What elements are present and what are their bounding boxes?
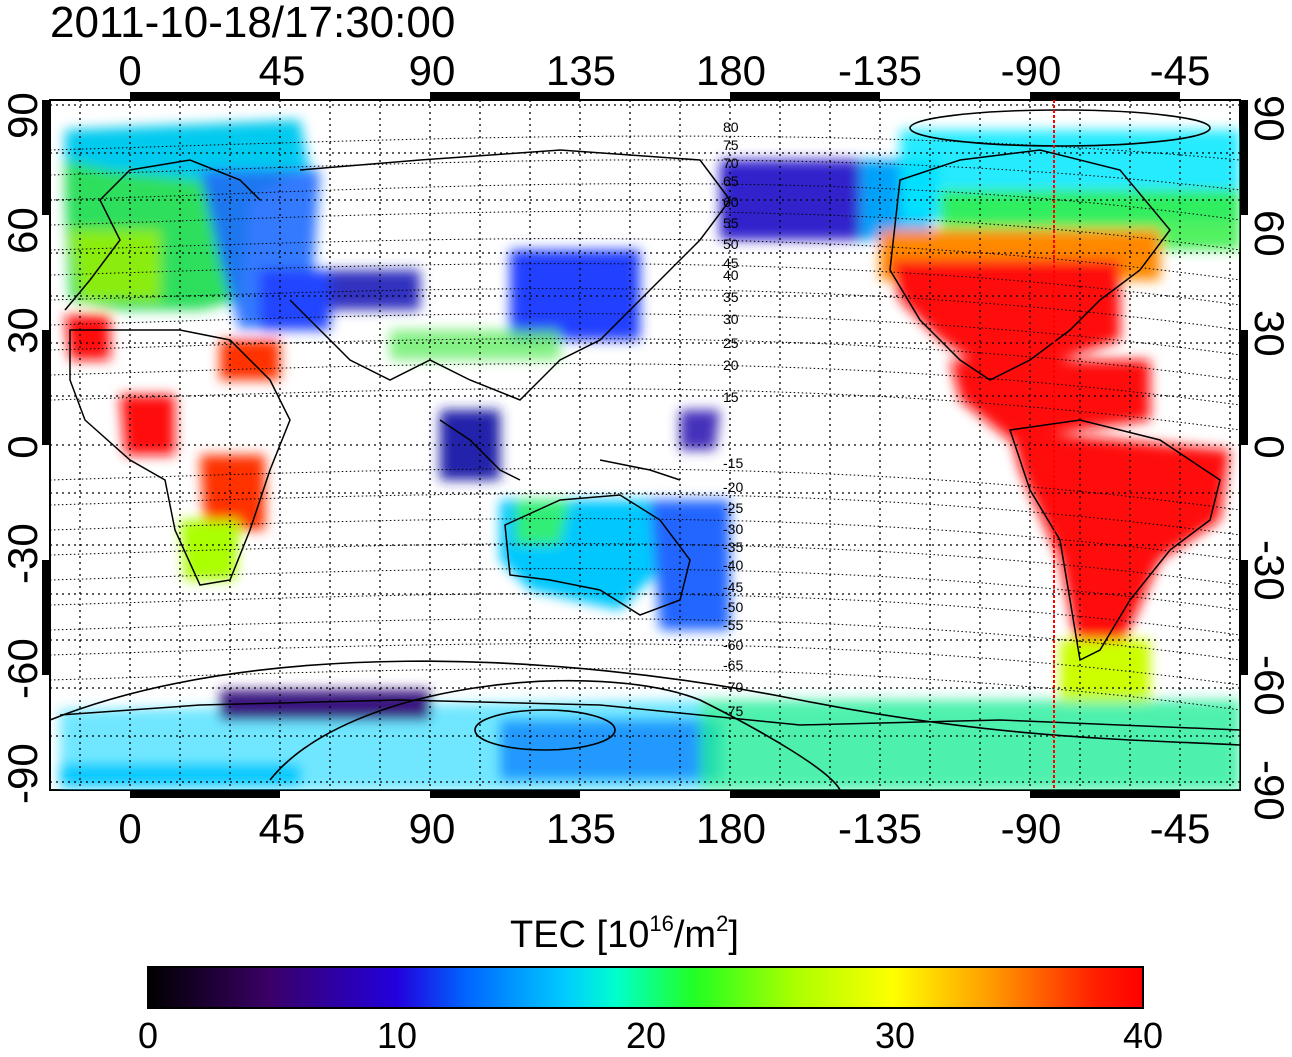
mlat-label: -70 bbox=[723, 679, 743, 695]
mlat-label: -45 bbox=[723, 579, 743, 595]
top-lon-tick: 135 bbox=[545, 47, 617, 94]
frame-tick-bars bbox=[42, 92, 1248, 798]
magnetic-latitude-contours bbox=[50, 135, 1240, 711]
bottom-lon-tick: 135 bbox=[545, 805, 617, 852]
bottom-lon-tick: 90 bbox=[408, 805, 456, 852]
mlat-label: -55 bbox=[723, 617, 743, 633]
top-lon-tick: -45 bbox=[1149, 47, 1211, 94]
map-title: 2011-10-18/17:30:00 bbox=[50, 0, 456, 47]
mlat-label: -35 bbox=[723, 539, 743, 555]
top-lon-tick: -135 bbox=[837, 47, 923, 94]
coastlines bbox=[59, 149, 1240, 731]
bottom-lon-tick: 0 bbox=[118, 805, 142, 852]
mlat-label: 75 bbox=[723, 137, 739, 153]
mlat-label: 70 bbox=[723, 155, 739, 171]
mlat-label: 50 bbox=[723, 236, 739, 252]
colorbar-tick: 0 bbox=[137, 1015, 159, 1056]
mlat-label: -30 bbox=[723, 521, 743, 537]
colorbar-label: TEC [10 bbox=[510, 914, 650, 956]
bottom-lon-tick: 180 bbox=[695, 805, 767, 852]
mlat-label: 80 bbox=[723, 119, 739, 135]
mlat-label: 55 bbox=[723, 215, 739, 231]
lat-lon-grid bbox=[50, 100, 1240, 790]
colorbar-title: TEC [1016/m2] bbox=[510, 902, 739, 957]
mlat-label: -60 bbox=[723, 637, 743, 653]
mlat-label: -65 bbox=[723, 657, 743, 673]
mlat-label: 25 bbox=[723, 335, 739, 351]
mlat-label: -15 bbox=[723, 455, 743, 471]
top-lon-tick: 180 bbox=[695, 47, 767, 94]
mlat-label: 45 bbox=[723, 255, 739, 271]
colorbar-label-exp: 16 bbox=[649, 911, 674, 936]
top-lon-tick: 45 bbox=[258, 47, 306, 94]
magnetic-latitude-labels: 80 75 70 65 60 55 50 45 40 35 30 25 20 1… bbox=[723, 119, 743, 719]
mlat-label: -75 bbox=[723, 703, 743, 719]
mlat-label: 60 bbox=[723, 194, 739, 210]
mlat-label: -25 bbox=[723, 500, 743, 516]
mlat-label: 15 bbox=[723, 389, 739, 405]
colorbar-label-unit: /m bbox=[673, 914, 717, 956]
mlat-label: 30 bbox=[723, 311, 739, 327]
bottom-lon-tick: -45 bbox=[1149, 805, 1211, 852]
colorbar-tick: 40 bbox=[1122, 1015, 1164, 1056]
mlat-label: -50 bbox=[723, 599, 743, 615]
colorbar bbox=[147, 966, 1144, 1009]
top-lon-tick: -90 bbox=[1000, 47, 1062, 94]
auroral-oval-contours bbox=[50, 109, 1240, 790]
colorbar-tick: 30 bbox=[874, 1015, 916, 1056]
mlat-label: 35 bbox=[723, 289, 739, 305]
mlat-label: -20 bbox=[723, 479, 743, 495]
bottom-lon-tick: -135 bbox=[837, 805, 923, 852]
top-lon-tick: 0 bbox=[118, 47, 142, 94]
mlat-label: 65 bbox=[723, 173, 739, 189]
mlat-label: 20 bbox=[723, 357, 739, 373]
colorbar-label-unit-exp: 2 bbox=[716, 911, 729, 936]
bottom-lon-tick: -90 bbox=[1000, 805, 1062, 852]
colorbar-label-close: ] bbox=[728, 914, 739, 956]
colorbar-tick: 20 bbox=[625, 1015, 667, 1056]
top-lon-tick: 90 bbox=[408, 47, 456, 94]
mlat-label: -40 bbox=[723, 557, 743, 573]
colorbar-tick: 10 bbox=[376, 1015, 418, 1056]
mlat-label: 40 bbox=[723, 267, 739, 283]
bottom-lon-tick: 45 bbox=[258, 805, 306, 852]
